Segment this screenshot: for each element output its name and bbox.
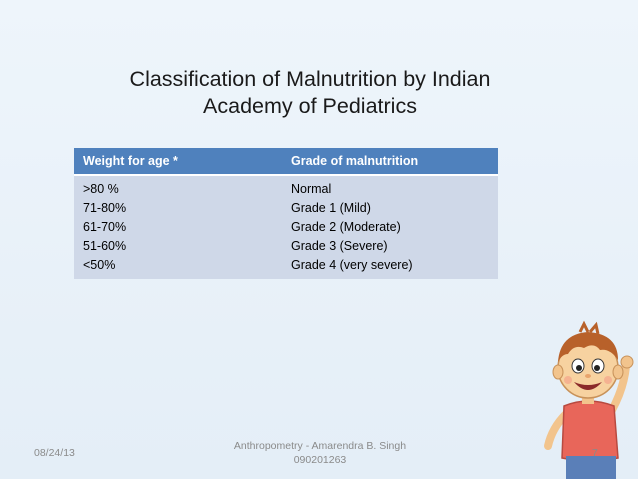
slide-title: Classification of Malnutrition by Indian… xyxy=(80,66,540,120)
grade-value: Grade 4 (very severe) xyxy=(291,258,413,272)
footer-date: 08/24/13 xyxy=(34,447,75,459)
footer-author: Anthropometry - Amarendra B. Singh 09020… xyxy=(220,439,420,467)
header-weight-for-age: Weight for age * xyxy=(83,154,178,168)
grade-value: Normal xyxy=(291,182,332,196)
weight-value: 61-70% xyxy=(83,220,127,234)
grade-value: Grade 1 (Mild) xyxy=(291,201,371,215)
grade-column: Normal Grade 1 (Mild) Grade 2 (Moderate)… xyxy=(283,180,498,275)
grade-value: Grade 3 (Severe) xyxy=(291,239,388,253)
grade-value: Grade 2 (Moderate) xyxy=(291,220,401,234)
header-grade: Grade of malnutrition xyxy=(291,154,419,168)
weight-value: <50% xyxy=(83,258,116,272)
weight-value: 71-80% xyxy=(83,201,127,215)
weight-value: 51-60% xyxy=(83,239,127,253)
weight-column: >80 % 71-80% 61-70% 51-60% <50% xyxy=(74,180,283,275)
title-line-1: Classification of Malnutrition by Indian xyxy=(129,67,491,91)
title-line-2: Academy of Pediatrics xyxy=(203,94,417,118)
weight-value: >80 % xyxy=(83,182,119,196)
boy-cartoon-icon xyxy=(544,320,634,479)
malnutrition-table: Weight for age * Grade of malnutrition >… xyxy=(74,148,498,279)
page-number: 7 xyxy=(592,447,598,459)
table-body-row: >80 % 71-80% 61-70% 51-60% <50% Normal G… xyxy=(74,174,498,279)
footer-author-line-2: 090201263 xyxy=(293,454,347,466)
table-header-row: Weight for age * Grade of malnutrition xyxy=(74,148,498,174)
footer-author-line-1: Anthropometry - Amarendra B. Singh xyxy=(233,440,407,452)
